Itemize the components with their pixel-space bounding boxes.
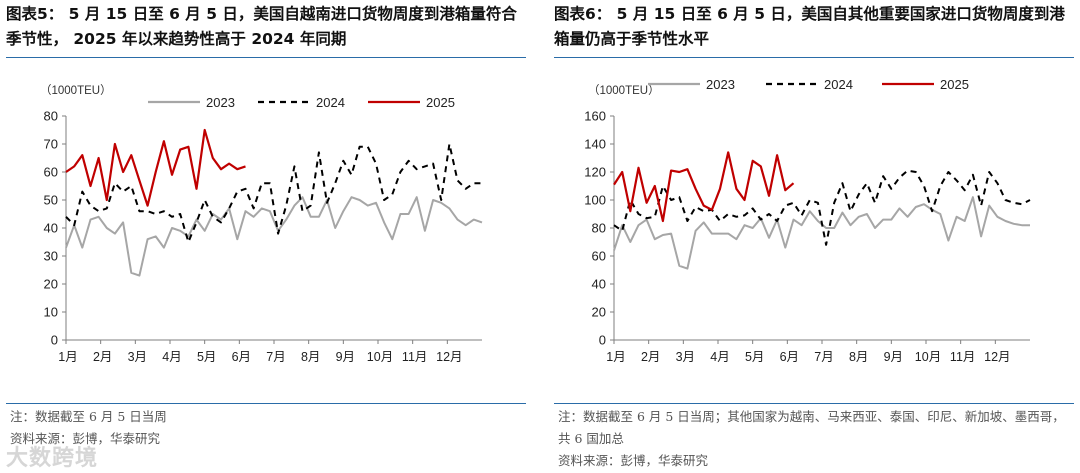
y-tick-label: 80 [44,109,58,124]
y-tick-label: 10 [44,305,58,320]
divider [6,403,526,404]
chart-panel-right: 图表6： 5 月 15 日至 6 月 5 日，美国自其他重要国家进口货物周度到港… [548,0,1080,473]
y-tick-label: 20 [592,305,606,320]
series-line-2025 [613,151,795,223]
x-tick-label: 3月 [128,350,147,364]
y-tick-label: 0 [599,333,606,348]
line-chart-vietnam: （1000TEU） 2023 2024 2025 0 10 20 30 40 50 60 70 80 1月… [40,84,483,364]
legend-label-2024: 2024 [316,95,345,110]
y-tick-label: 60 [592,249,606,264]
x-tick-label: 12月 [436,350,462,364]
y-tick-label: 50 [44,193,58,208]
x-tick-label: 10月 [367,350,393,364]
x-tick-label: 8月 [301,350,320,364]
chart-note: 注：数据截至 6 月 5 日当周；其他国家为越南、马来西亚、泰国、印尼、新加坡、… [558,409,1065,446]
series-line-2024 [613,169,1031,246]
y-tick-label: 0 [51,333,58,348]
y-tick-label: 60 [44,165,58,180]
y-tick-label: 20 [44,277,58,292]
x-tick-label: 3月 [676,350,695,364]
y-tick-label: 70 [44,137,58,152]
legend-label-2023: 2023 [706,77,735,92]
x-tick-label: 6月 [780,350,799,364]
y-tick-label: 160 [584,109,606,124]
y-tick-label: 40 [44,221,58,236]
x-tick-label: 2月 [641,350,660,364]
unit-label: （1000TEU） [588,84,660,97]
divider [554,403,1074,404]
x-tick-label: 1月 [58,350,77,364]
x-tick-label: 2月 [93,350,112,364]
chart-source: 资料来源：彭博，华泰研究 [558,453,709,468]
unit-label: （1000TEU） [40,84,112,97]
x-tick-label: 5月 [745,350,764,364]
x-tick-label: 4月 [710,350,729,364]
x-tick-label: 11月 [950,350,975,364]
y-tick-label: 80 [592,221,606,236]
x-tick-label: 7月 [814,350,833,364]
x-tick-label: 11月 [402,350,427,364]
series-line-2023 [613,196,1030,270]
y-tick-label: 140 [584,137,606,152]
x-tick-label: 4月 [162,350,181,364]
x-tick-label: 9月 [884,350,903,364]
y-tick-label: 40 [592,277,606,292]
divider [554,57,1074,58]
chart-title: 图表6： 5 月 15 日至 6 月 5 日，美国自其他重要国家进口货物周度到港… [554,5,1065,48]
x-tick-label: 5月 [197,350,216,364]
chart-panel-left: 图表5： 5 月 15 日至 6 月 5 日，美国自越南进口货物周度到港箱量符合… [6,5,526,446]
legend-label-2025: 2025 [940,77,969,92]
divider [6,57,526,58]
x-tick-label: 7月 [266,350,285,364]
x-tick-label: 1月 [606,350,625,364]
x-tick-label: 10月 [915,350,941,364]
chart-title: 图表5： 5 月 15 日至 6 月 5 日，美国自越南进口货物周度到港箱量符合… [6,5,517,48]
legend-label-2025: 2025 [426,95,455,110]
legend-label-2023: 2023 [206,95,235,110]
series-line-2023 [65,196,483,277]
y-tick-label: 100 [584,193,606,208]
x-tick-label: 6月 [232,350,251,364]
x-tick-label: 8月 [849,350,868,364]
chart-source: 资料来源：彭博，华泰研究 [10,431,161,446]
chart-note: 注：数据截至 6 月 5 日当周 [10,409,167,424]
x-tick-label: 9月 [336,350,355,364]
legend-label-2024: 2024 [824,77,853,92]
x-tick-label: 12月 [984,350,1010,364]
y-tick-label: 120 [584,165,606,180]
series-line-2025 [65,128,246,207]
y-tick-label: 30 [44,249,58,264]
watermark-logo: 大数跨境 [6,446,99,471]
line-chart-other-countries: （1000TEU） 2023 2024 2025 0 20 40 60 80 100 120 140 1… [584,77,1031,364]
